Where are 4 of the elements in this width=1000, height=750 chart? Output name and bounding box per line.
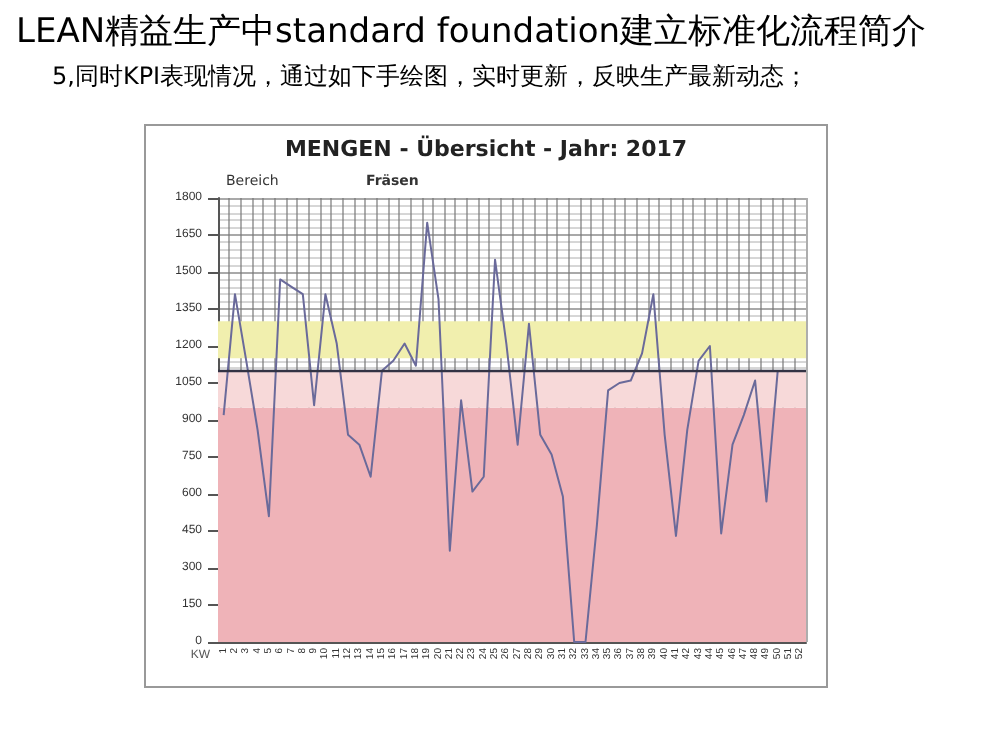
chart-title: LEAN精益生产中standard foundation建立标准化流程简介 — [16, 10, 927, 54]
text: MENGEN - Übersicht - Jahr: 2017 — [284, 134, 688, 162]
line-series — [222, 221, 779, 643]
chart-subtitle: 5,同时KPI表现情况，通过如下手绘图，实时更新，反映生产最新动态； — [52, 60, 809, 94]
